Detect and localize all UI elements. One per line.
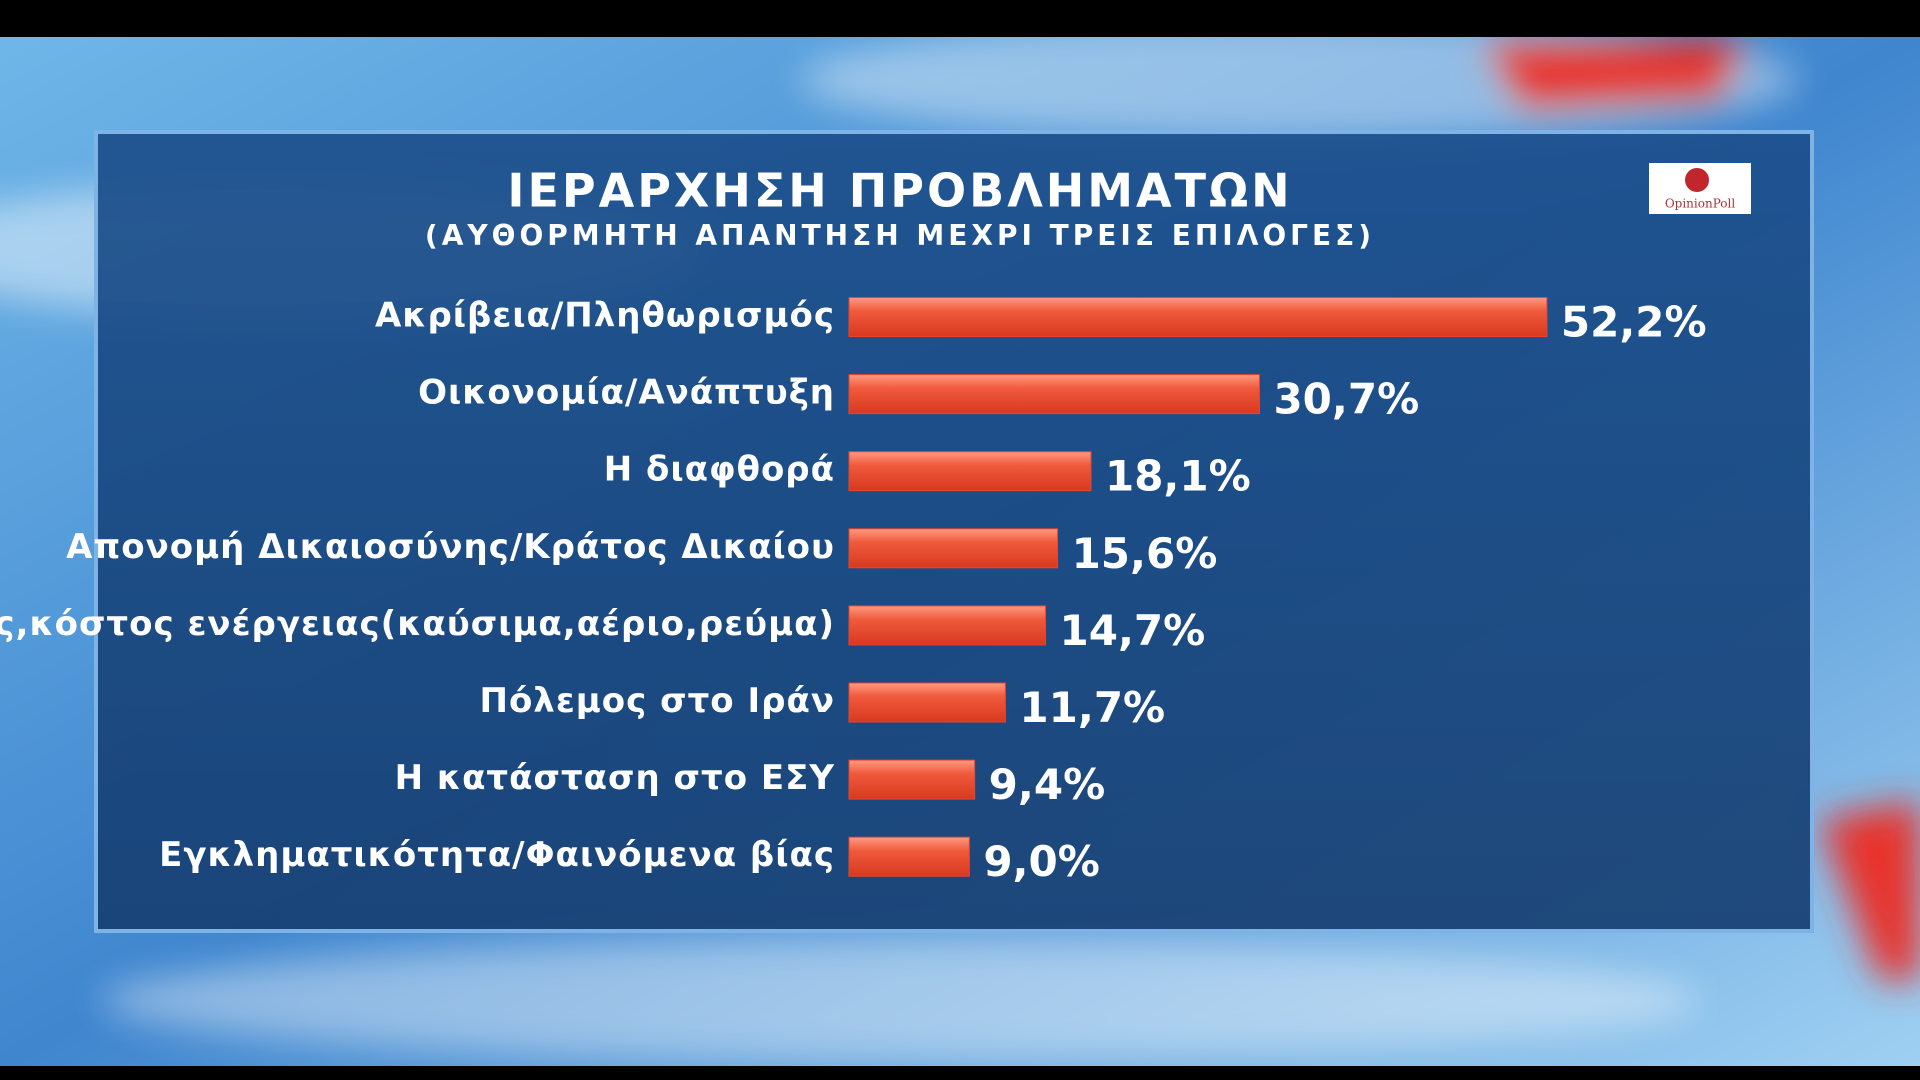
bar: [848, 297, 1548, 337]
category-label: Εγκληματικότητα/Φαινόμενα βίας: [159, 835, 835, 875]
value-label: 9,0%: [983, 837, 1099, 886]
value-label: 30,7%: [1273, 375, 1419, 424]
top-band: [0, 0, 1920, 37]
logo-text: OpinionPoll: [1665, 197, 1736, 211]
category-label: Η κατάσταση στο ΕΣΥ: [395, 758, 835, 798]
value-label: 11,7%: [1019, 683, 1165, 732]
value-label: 15,6%: [1072, 529, 1218, 578]
value-label: 52,2%: [1561, 298, 1707, 347]
bottom-band: [0, 1066, 1920, 1080]
category-label: Η διαφθορά: [604, 450, 835, 490]
value-label: 18,1%: [1105, 452, 1251, 501]
category-label: Οικονομία/Ανάπτυξη: [418, 373, 835, 413]
chart-title: ΙΕΡΑΡΧΗΣΗ ΠΡΟΒΛΗΜΑΤΩΝ: [507, 164, 1292, 218]
value-label: 14,7%: [1060, 606, 1206, 655]
category-label: Πόλεμος στο Ιράν: [479, 681, 835, 721]
logo-icon: [1685, 168, 1709, 192]
bar: [848, 528, 1059, 569]
bar: [848, 759, 976, 800]
chart-subtitle: (ΑΥΘΟΡΜΗΤΗ ΑΠΑΝΤΗΣΗ ΜΕΧΡΙ ΤΡΕΙΣ ΕΠΙΛΟΓΕΣ…: [425, 219, 1375, 252]
bar: [848, 605, 1047, 646]
bar: [848, 374, 1260, 415]
value-label: 9,4%: [989, 760, 1105, 809]
bar: [848, 451, 1092, 492]
category-label: Τιμές,κόστος ενέργειας(καύσιμα,αέριο,ρεύ…: [0, 604, 835, 644]
category-label: Απονομή Δικαιοσύνης/Κράτος Δικαίου: [66, 527, 835, 567]
bar: [848, 836, 970, 877]
category-label: Ακρίβεια/Πληθωρισμός: [375, 296, 835, 336]
bar: [848, 682, 1006, 723]
